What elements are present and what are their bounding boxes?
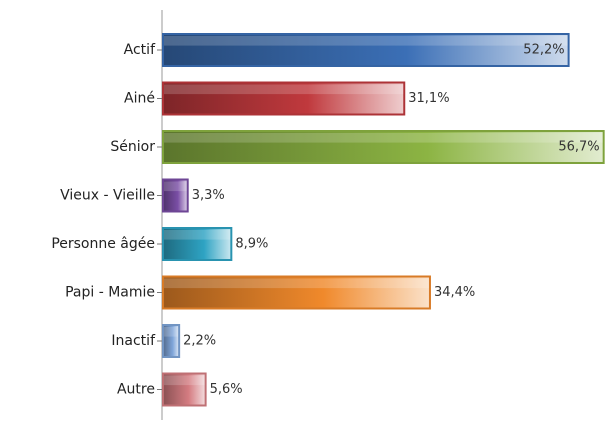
bar-gloss (164, 230, 231, 240)
bar (162, 130, 605, 164)
bar-gloss (164, 133, 603, 143)
value-label: 3,3% (192, 188, 225, 203)
category-label: Actif (124, 42, 156, 58)
value-label: 34,4% (434, 285, 475, 300)
bar (162, 227, 233, 261)
value-label: 5,6% (210, 382, 243, 397)
category-label: Sénior (110, 139, 155, 155)
bar-gloss (164, 375, 205, 386)
category-label: Inactif (111, 333, 156, 349)
bar (162, 81, 406, 116)
bar (162, 275, 431, 310)
category-label: Vieux - Vieille (60, 188, 155, 204)
bar-gloss (164, 36, 568, 46)
bar (162, 178, 189, 213)
bar-gloss (164, 181, 187, 192)
value-label: 31,1% (408, 91, 449, 106)
value-label: 56,7% (558, 140, 599, 155)
value-label: 2,2% (183, 334, 216, 349)
category-label: Papi - Mamie (65, 285, 155, 301)
bar-gloss (164, 278, 429, 289)
bar-gloss (164, 84, 404, 95)
category-label: Autre (117, 382, 155, 398)
category-label: Ainé (124, 91, 155, 107)
category-label: Personne âgée (51, 236, 155, 252)
bar (162, 33, 570, 67)
bar-gloss (164, 327, 179, 337)
value-label: 8,9% (235, 237, 268, 252)
bar (162, 372, 207, 407)
value-label: 52,2% (523, 43, 564, 58)
bar (162, 324, 181, 358)
